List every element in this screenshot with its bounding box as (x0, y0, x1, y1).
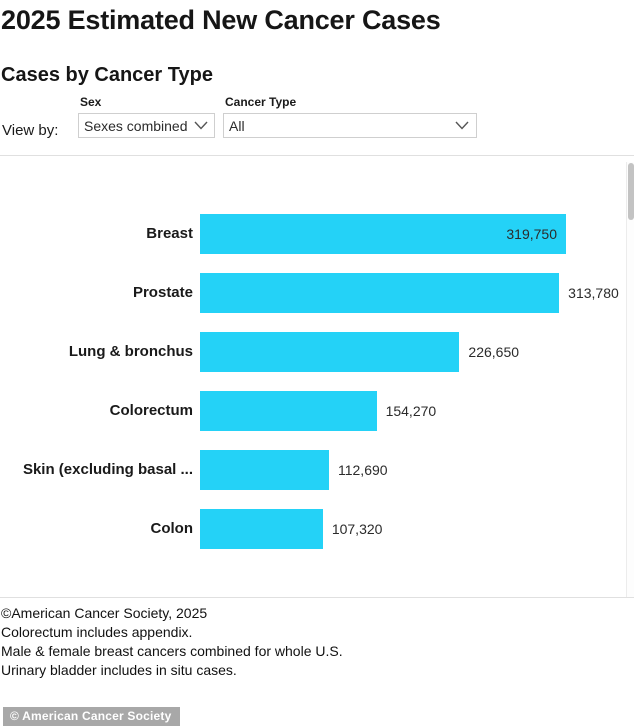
cancer-type-select[interactable]: All (223, 113, 477, 138)
bar-track: 112,690 (200, 449, 634, 490)
bar-row: Colon 107,320 (0, 499, 634, 558)
bar-category-label: Colon (150, 520, 194, 537)
cancer-type-select-value: All (229, 117, 245, 134)
bar[interactable]: 154,270 (200, 390, 436, 431)
footnote-line: Colorectum includes appendix. (1, 624, 193, 640)
filter-controls: View by: Sex Sexes combined Cancer Type … (0, 95, 634, 155)
bar-category-label: Lung & bronchus (68, 343, 193, 360)
bar-value-label: 112,690 (337, 461, 388, 478)
chart-title: Cases by Cancer Type (1, 64, 213, 86)
bar-track: 226,650 (200, 331, 634, 372)
bar-value-label: 313,780 (568, 284, 619, 301)
footnote-line: ©American Cancer Society, 2025 (1, 605, 208, 621)
bar[interactable]: 112,690 (200, 449, 388, 490)
bar-category-label: Colorectum (109, 402, 193, 419)
chart-footnotes: ©American Cancer Society, 2025 Colorectum… (0, 598, 634, 680)
bar-track: 107,320 (200, 508, 634, 549)
sex-control: Sex Sexes combined (78, 95, 215, 138)
sex-label: Sex (80, 95, 102, 109)
chart-scrollbar[interactable] (626, 162, 634, 597)
page-title: 2025 Estimated New Cancer Cases (1, 5, 441, 35)
bar-row: Breast 319,750 (0, 204, 634, 263)
footnote-line: Male & female breast cancers combined fo… (1, 643, 343, 659)
acs-watermark-badge: © American Cancer Society (3, 707, 181, 726)
bar-chart: Breast 319,750 Prostate 313,780 Lung & bronc… (0, 155, 634, 598)
bar-track: 319,750 (200, 213, 634, 254)
bar-value-label: 154,270 (385, 402, 437, 419)
bar-category-label: Breast (146, 225, 193, 242)
scrollbar-thumb[interactable] (628, 163, 634, 220)
bar-row: Skin (excluding basal ... 112,690 (0, 440, 634, 499)
footnote-line: Urinary bladder includes in situ cases. (1, 662, 237, 678)
bar-value-label: 319,750 (506, 225, 557, 242)
bar-rows: Breast 319,750 Prostate 313,780 Lung & bronc… (0, 156, 634, 558)
bar-row: Prostate 313,780 (0, 263, 634, 322)
sex-select[interactable]: Sexes combined (78, 113, 215, 138)
view-by-label: View by: (2, 122, 59, 139)
cancer-type-control: Cancer Type All (223, 95, 477, 138)
bar[interactable]: 226,650 (200, 331, 519, 372)
sex-select-value: Sexes combined (84, 117, 188, 134)
bar-category-label: Skin (excluding basal ... (22, 461, 193, 478)
bar-track: 313,780 (200, 272, 634, 313)
bar-track: 154,270 (200, 390, 634, 431)
cancer-type-label: Cancer Type (225, 95, 297, 109)
bar[interactable]: 319,750 (200, 213, 566, 254)
bar-row: Lung & bronchus 226,650 (0, 322, 634, 381)
bar-value-label: 107,320 (331, 520, 383, 537)
bar[interactable]: 313,780 (200, 272, 619, 313)
chevron-down-icon (194, 117, 208, 135)
bar-value-label: 226,650 (468, 343, 520, 360)
bar-row: Colorectum 154,270 (0, 381, 634, 440)
bar-category-label: Prostate (132, 284, 193, 301)
chevron-down-icon (455, 117, 469, 135)
bar[interactable]: 107,320 (200, 508, 382, 549)
